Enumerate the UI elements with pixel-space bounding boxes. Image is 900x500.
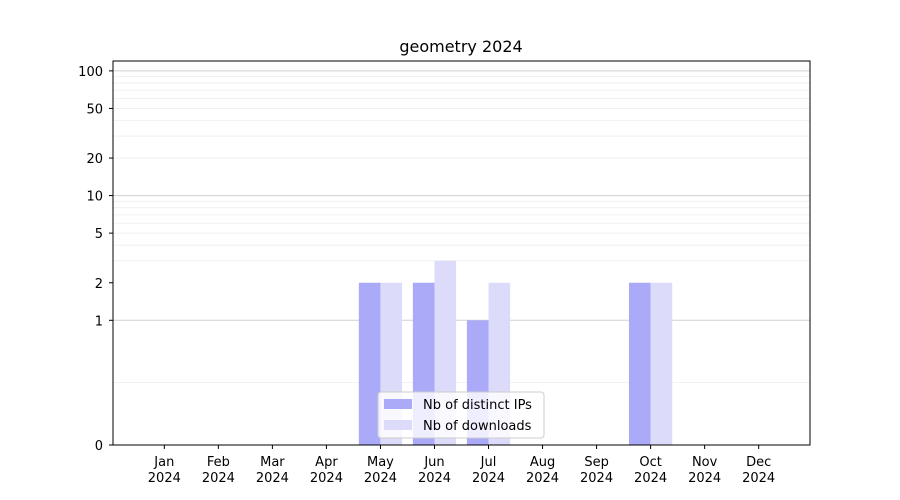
x-tick-label-month: May bbox=[367, 455, 394, 470]
x-tick-label-year: 2024 bbox=[310, 471, 343, 486]
y-tick-label: 1 bbox=[95, 314, 103, 329]
x-tick-label-month: Apr bbox=[315, 455, 338, 470]
x-tick-label-year: 2024 bbox=[148, 471, 181, 486]
x-tick-label-year: 2024 bbox=[580, 471, 613, 486]
legend: Nb of distinct IPs Nb of downloads bbox=[377, 391, 545, 439]
x-tick-label-month: Feb bbox=[207, 455, 230, 470]
x-tick-label-month: Jun bbox=[423, 455, 444, 470]
x-tick-label-month: Mar bbox=[260, 455, 285, 470]
x-tick-label-year: 2024 bbox=[256, 471, 289, 486]
y-tick-label: 2 bbox=[95, 277, 103, 292]
y-tick-label: 100 bbox=[78, 65, 103, 80]
y-tick-label: 50 bbox=[86, 102, 103, 117]
y-tick-label: 20 bbox=[86, 152, 103, 167]
x-tick-label-month: Oct bbox=[639, 455, 661, 470]
legend-label: Nb of downloads bbox=[423, 419, 532, 434]
legend-label: Nb of distinct IPs bbox=[423, 398, 532, 413]
x-tick-label-year: 2024 bbox=[202, 471, 235, 486]
legend-swatch bbox=[384, 420, 412, 430]
x-tick-label-year: 2024 bbox=[472, 471, 505, 486]
grid-lines bbox=[113, 70, 810, 384]
y-tick-label: 10 bbox=[86, 190, 103, 205]
x-tick-label-year: 2024 bbox=[526, 471, 559, 486]
x-tick-label-month: Sep bbox=[584, 455, 609, 470]
bar bbox=[628, 282, 651, 445]
x-tick-label-year: 2024 bbox=[742, 471, 775, 486]
legend-swatch bbox=[384, 399, 412, 409]
axis-ticks: 0125102050100Jan2024Feb2024Mar2024Apr202… bbox=[78, 65, 775, 486]
bar bbox=[358, 282, 381, 445]
y-tick-label: 0 bbox=[95, 439, 103, 454]
bar bbox=[650, 282, 673, 445]
x-tick-label-year: 2024 bbox=[634, 471, 667, 486]
x-tick-label-year: 2024 bbox=[418, 471, 451, 486]
legend-box bbox=[377, 391, 545, 439]
x-tick-label-year: 2024 bbox=[364, 471, 397, 486]
plot-frame bbox=[112, 60, 811, 446]
x-tick-label-month: Jul bbox=[480, 455, 497, 470]
x-tick-label-month: Nov bbox=[692, 455, 718, 470]
x-tick-label-month: Jan bbox=[153, 455, 174, 470]
chart-title: geometry 2024 bbox=[399, 37, 522, 56]
x-tick-label-month: Aug bbox=[530, 455, 555, 470]
y-tick-label: 5 bbox=[95, 227, 103, 242]
x-tick-label-month: Dec bbox=[746, 455, 771, 470]
x-tick-label-year: 2024 bbox=[688, 471, 721, 486]
